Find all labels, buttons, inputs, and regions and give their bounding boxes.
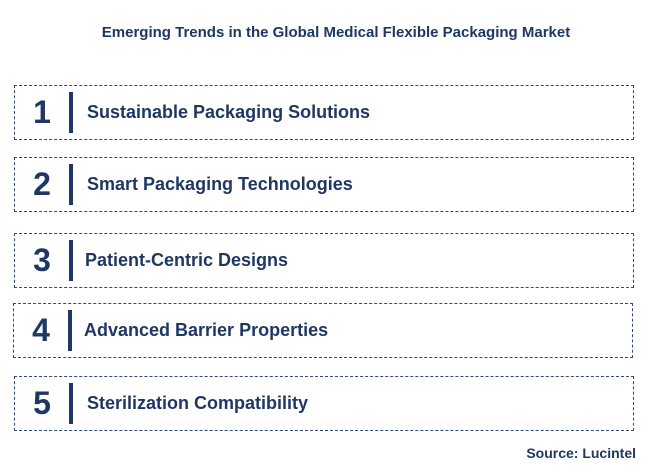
source-credit: Source: Lucintel: [526, 445, 636, 461]
trend-item-3: 3 Patient-Centric Designs: [14, 233, 634, 288]
trend-label: Advanced Barrier Properties: [84, 320, 329, 340]
trend-label: Patient-Centric Designs: [85, 250, 289, 270]
trend-divider: [68, 310, 72, 351]
trend-label: Smart Packaging Technologies: [87, 174, 353, 194]
trend-number: 1: [33, 94, 51, 130]
trend-divider: [69, 240, 73, 281]
trend-number: 3: [33, 242, 51, 278]
trend-item-1: 1 Sustainable Packaging Solutions: [14, 85, 634, 140]
trend-item-5: 5 Sterilization Compatibility: [14, 376, 634, 431]
trend-divider: [69, 383, 73, 424]
trend-label: Sterilization Compatibility: [87, 393, 309, 413]
trend-item-2: 2 Smart Packaging Technologies: [14, 157, 634, 212]
trend-divider: [69, 164, 73, 205]
diagram-title: Emerging Trends in the Global Medical Fl…: [101, 24, 571, 41]
trend-number: 2: [33, 166, 51, 202]
trend-number: 4: [32, 312, 50, 348]
trend-divider: [69, 92, 73, 133]
trend-number: 5: [33, 385, 51, 421]
trend-item-4: 4 Advanced Barrier Properties: [13, 303, 633, 358]
trend-label: Sustainable Packaging Solutions: [87, 102, 371, 122]
